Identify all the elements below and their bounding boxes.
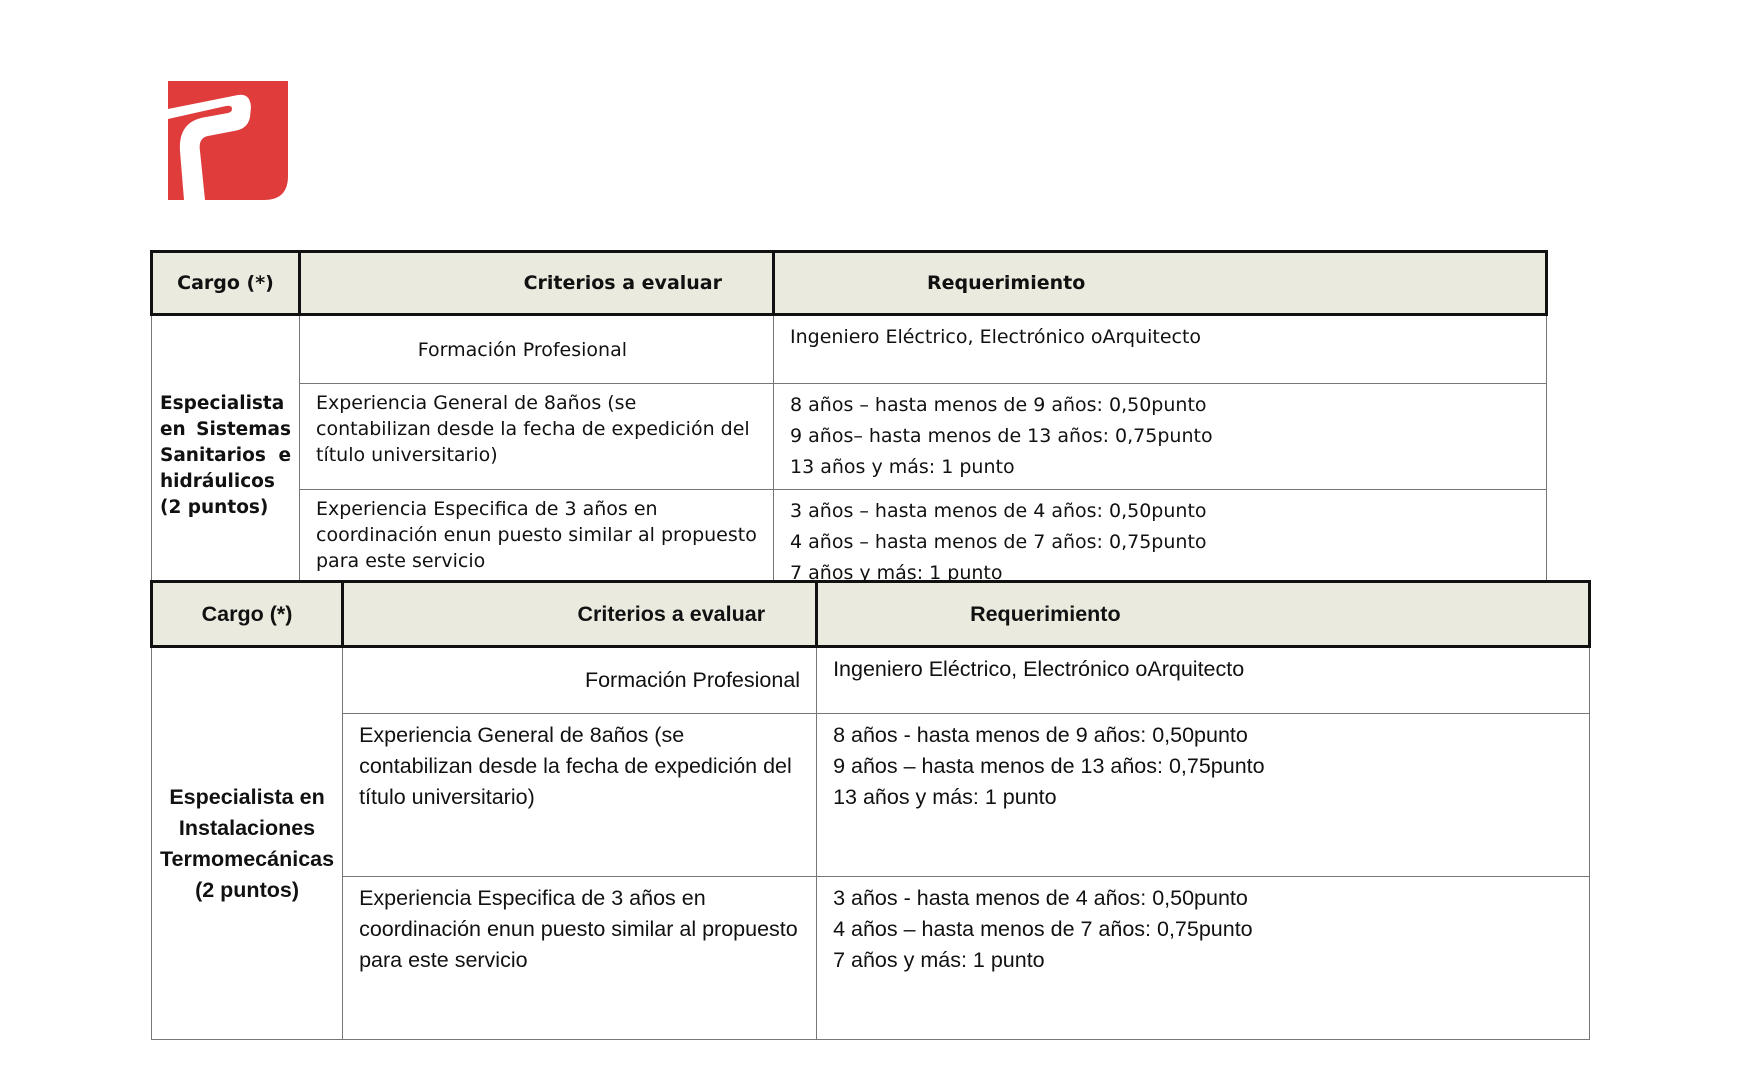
header-cargo: Cargo (*) <box>150 250 301 316</box>
criterio-cell: Experiencia General de 8años (se contabi… <box>299 383 774 490</box>
criteria-table-2: Cargo (*) Criterios a evaluar Requerimie… <box>149 580 1592 1040</box>
req-line: 13 años y más: 1 punto <box>833 785 1057 809</box>
req-line: 3 años - hasta menos de 4 años: 0,50punt… <box>833 886 1248 910</box>
header-requerimiento: Requerimiento <box>772 250 1548 316</box>
req-line: 4 años – hasta menos de 7 años: 0,75punt… <box>790 531 1207 553</box>
criterio-cell: Experiencia Especifica de 3 años en coor… <box>342 876 818 1040</box>
req-line: 7 años y más: 1 punto <box>833 948 1045 972</box>
req-line: 8 años - hasta menos de 9 años: 0,50punt… <box>833 723 1248 747</box>
req-line: 8 años – hasta menos de 9 años: 0,50punt… <box>790 394 1207 416</box>
requerimiento-cell: 8 años - hasta menos de 9 años: 0,50punt… <box>816 713 1591 877</box>
req-line: 13 años y más: 1 punto <box>790 456 1015 478</box>
criterio-cell: Formación Profesional <box>342 646 818 714</box>
req-line: 7 años y más: 1 punto <box>790 562 1003 584</box>
requerimiento-cell: 3 años – hasta menos de 4 años: 0,50punt… <box>773 489 1547 596</box>
header-criterios: Criterios a evaluar <box>298 250 775 316</box>
header-criterios: Criterios a evaluar <box>341 580 819 648</box>
criterio-cell: Experiencia Especifica de 3 años en coor… <box>299 489 774 596</box>
company-logo <box>168 81 288 200</box>
req-line: 4 años – hasta menos de 7 años: 0,75punt… <box>833 917 1253 941</box>
cargo-cell: Especialista en Instalaciones Termomecán… <box>150 646 344 1040</box>
req-line: 9 años – hasta menos de 13 años: 0,75pun… <box>833 754 1265 778</box>
header-requerimiento: Requerimiento <box>815 580 1592 648</box>
criterio-cell: Experiencia General de 8años (se contabi… <box>342 713 818 877</box>
header-cargo: Cargo (*) <box>149 580 345 648</box>
requerimiento-cell: Ingeniero Eléctrico, Electrónico oArquit… <box>816 646 1591 714</box>
cargo-cell: Especialista en Sistemas Sanitarios e hi… <box>151 314 300 596</box>
req-line: Ingeniero Eléctrico, Electrónico oArquit… <box>790 326 1202 348</box>
criteria-table-1: Cargo (*) Criterios a evaluar Requerimie… <box>150 250 1548 596</box>
requerimiento-cell: 8 años – hasta menos de 9 años: 0,50punt… <box>773 383 1547 490</box>
req-line: 9 años– hasta menos de 13 años: 0,75punt… <box>790 425 1213 447</box>
req-line: Ingeniero Eléctrico, Electrónico oArquit… <box>833 657 1245 681</box>
requerimiento-cell: 3 años - hasta menos de 4 años: 0,50punt… <box>816 876 1591 1040</box>
criterio-cell: Formación Profesional <box>299 314 774 384</box>
req-line: 3 años – hasta menos de 4 años: 0,50punt… <box>790 500 1207 522</box>
requerimiento-cell: Ingeniero Eléctrico, Electrónico oArquit… <box>773 314 1547 384</box>
